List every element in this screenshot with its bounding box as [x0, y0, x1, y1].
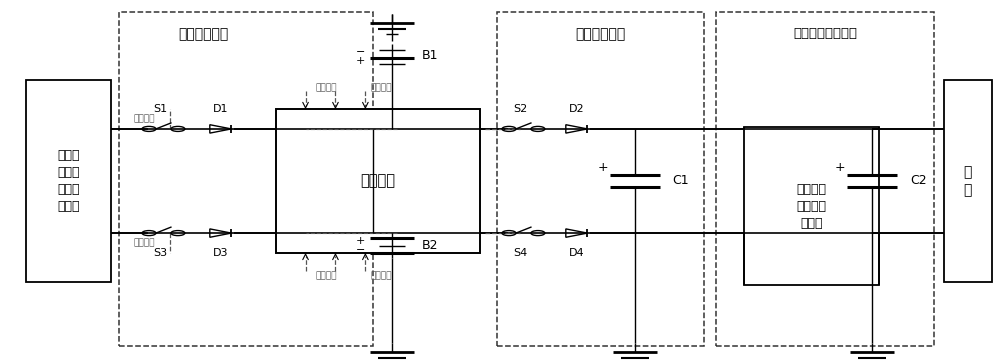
Bar	[944, 80, 992, 282]
Bar	[497, 12, 704, 346]
Text: −: −	[356, 245, 365, 255]
Text: 电量检测: 电量检测	[316, 272, 337, 281]
Text: S4: S4	[513, 248, 527, 258]
Bar	[716, 12, 934, 346]
Text: B1: B1	[422, 49, 439, 62]
Text: 负
载: 负 载	[964, 165, 972, 197]
Text: 充电选择电路: 充电选择电路	[179, 27, 229, 41]
Bar	[276, 109, 480, 253]
Text: 供电选择电路: 供电选择电路	[576, 27, 626, 41]
Bar	[26, 80, 111, 282]
Text: S3: S3	[153, 248, 167, 258]
Text: S2: S2	[513, 104, 527, 114]
Text: 线性电压调整电路: 线性电压调整电路	[793, 27, 857, 40]
Bar	[119, 12, 373, 346]
Text: C2: C2	[910, 174, 926, 188]
Text: −: −	[356, 47, 365, 57]
Text: 充电状态: 充电状态	[133, 114, 155, 123]
Text: B2: B2	[422, 239, 439, 252]
Bar	[744, 127, 879, 285]
Text: D3: D3	[213, 248, 228, 258]
Text: S1: S1	[153, 104, 167, 114]
Text: 供电状态: 供电状态	[370, 272, 392, 281]
Text: +: +	[835, 161, 845, 174]
Text: D2: D2	[569, 104, 584, 114]
Text: C1: C1	[673, 174, 689, 188]
Text: 充电状态: 充电状态	[133, 239, 155, 248]
Text: 供电状态: 供电状态	[370, 83, 392, 92]
Text: +: +	[356, 56, 365, 66]
Text: 电量检测: 电量检测	[316, 83, 337, 92]
Text: D4: D4	[569, 248, 584, 258]
Text: +: +	[356, 236, 365, 246]
Text: 控制电路: 控制电路	[360, 173, 395, 189]
Text: 线性正极
性电压调
整模块: 线性正极 性电压调 整模块	[797, 183, 827, 230]
Text: +: +	[597, 161, 608, 174]
Text: D1: D1	[213, 104, 228, 114]
Text: 交流供
电及正
极性充
电电路: 交流供 电及正 极性充 电电路	[57, 149, 80, 213]
